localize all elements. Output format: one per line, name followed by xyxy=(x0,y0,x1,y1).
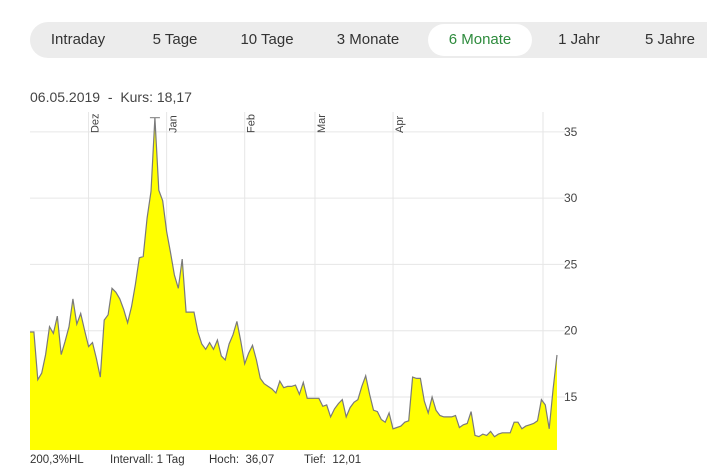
y-tick-label: 20 xyxy=(564,324,578,338)
quote-info: 06.05.2019 - Kurs: 18,17 xyxy=(30,89,192,105)
quote-date: 06.05.2019 xyxy=(30,89,101,105)
y-tick-label: 15 xyxy=(564,390,578,404)
month-label: Dez xyxy=(90,113,102,133)
y-tick-label: 35 xyxy=(564,125,578,139)
low-value: 12,01 xyxy=(332,454,362,466)
interval-info: Intervall: 1 Tag xyxy=(110,454,185,470)
high-value: 36,07 xyxy=(245,454,275,466)
y-tick-label: 25 xyxy=(564,257,578,271)
month-label: Jan xyxy=(168,115,180,133)
price-line xyxy=(30,117,558,438)
tab-3-monate[interactable]: 3 Monate xyxy=(336,31,400,48)
tab-6-monate[interactable]: 6 Monate xyxy=(428,24,532,56)
tab-5-tage[interactable]: 5 Tage xyxy=(152,31,198,48)
quote-separator: - xyxy=(107,89,113,105)
tab-10-tage[interactable]: 10 Tage xyxy=(240,31,294,48)
interval-label: Intervall: xyxy=(110,454,154,466)
y-tick-label: 30 xyxy=(564,191,578,205)
month-label: Mar xyxy=(316,114,328,133)
kurs-label: Kurs: xyxy=(120,89,153,105)
month-label: Apr xyxy=(394,116,406,133)
high-label: Hoch: xyxy=(209,454,240,466)
change-percent: 200,3%HL xyxy=(30,454,84,466)
low-label: Tief: xyxy=(304,454,326,466)
tab-1-jahr[interactable]: 1 Jahr xyxy=(558,31,600,48)
month-label: Feb xyxy=(246,114,258,133)
timeframe-tabs: Intraday 5 Tage 10 Tage 3 Monate 6 Monat… xyxy=(30,22,707,58)
kurs-value: 18,17 xyxy=(156,89,192,105)
tab-5-jahre[interactable]: 5 Jahre xyxy=(644,31,696,48)
low-info: Tief: 12,01 xyxy=(304,454,361,470)
price-area xyxy=(30,117,557,450)
tab-intraday[interactable]: Intraday xyxy=(50,31,106,48)
high-info: Hoch: 36,07 xyxy=(209,454,274,470)
interval-value: 1 Tag xyxy=(156,454,185,466)
